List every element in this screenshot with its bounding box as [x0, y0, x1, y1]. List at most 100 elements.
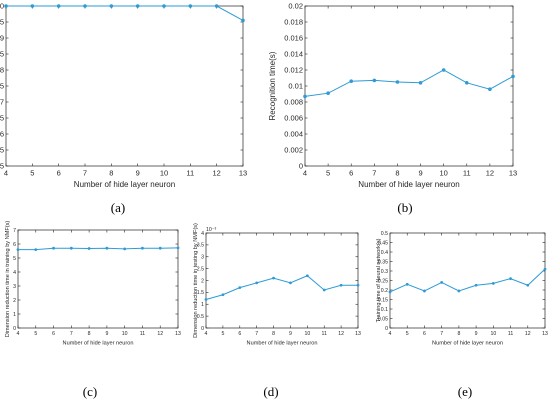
panel-caption: (d): [263, 384, 278, 399]
y-tick-label: 0.008: [284, 98, 303, 107]
data-point: [56, 4, 61, 8]
data-point: [221, 293, 225, 297]
y-exponent-label: 10⁻³: [206, 227, 217, 233]
panel-caption: (c): [83, 384, 97, 399]
data-point: [303, 94, 307, 99]
data-point: [441, 68, 446, 72]
panel-b: 4 5 6 7 8 9 10 11 12 13 0 0.002 0.004 0.006 0.008 0.01 0…: [268, 2, 517, 215]
data-point: [372, 78, 377, 83]
y-tick-label: 99: [0, 34, 4, 43]
data-point: [289, 281, 292, 285]
x-tick-label: 7: [440, 331, 443, 337]
data-point: [162, 4, 166, 8]
x-tick-label: 4: [17, 331, 20, 337]
data-point: [109, 4, 114, 8]
series-line: [6, 5, 244, 21]
y-tick-label: 2: [201, 278, 204, 284]
y-tick-label: 0.014: [284, 50, 303, 59]
x-tick-label: 7: [70, 331, 73, 337]
y-tick-label: 98: [0, 66, 4, 75]
y-tick-label: 0.1: [381, 307, 388, 313]
x-tick-label: 11: [186, 169, 194, 178]
x-tick-label: 13: [509, 169, 517, 178]
y-axis-label: Dimension reduction time in testing by N…: [193, 223, 199, 338]
data-point: [105, 246, 109, 250]
x-tick-label: 13: [355, 331, 361, 337]
y-tick-label: 5: [13, 256, 16, 262]
x-tick-label: 10: [439, 169, 447, 178]
panel-d: 4 5 6 7 8 9 10 11 12 1300.511.522.533.5410⁻³Numbe…: [193, 223, 361, 399]
x-tick-label: 8: [88, 331, 91, 337]
y-tick-label: 0.3: [381, 269, 388, 275]
series-line: [18, 247, 179, 251]
data-point: [176, 246, 180, 250]
x-tick-label: 7: [83, 169, 87, 178]
data-point: [188, 4, 193, 8]
data-point: [255, 281, 259, 285]
data-point: [440, 281, 444, 284]
x-tick-label: 13: [239, 169, 247, 178]
y-tick-label: 0.018: [284, 18, 303, 27]
x-tick-label: 9: [475, 331, 478, 337]
x-tick-label: 4: [205, 331, 208, 337]
y-tick-label: 98.5: [0, 50, 4, 59]
data-point: [509, 277, 512, 280]
x-axis-label: Number of hide layer neuron: [358, 180, 459, 189]
data-point: [83, 4, 87, 8]
series-line: [304, 69, 514, 97]
data-point: [388, 290, 392, 294]
x-tick-label: 11: [463, 169, 471, 178]
x-axis-label: Number of hide layer neuron: [63, 340, 134, 346]
x-tick-label: 11: [508, 331, 513, 337]
data-point: [158, 246, 162, 250]
panel-caption: (b): [397, 200, 412, 215]
y-tick-label: 0.2: [381, 288, 388, 294]
x-tick-label: 12: [486, 169, 494, 178]
y-tick-label: 96.5: [0, 114, 4, 123]
x-tick-label: 5: [326, 169, 330, 178]
y-tick-label: 0.004: [284, 130, 303, 139]
y-tick-label: 2.5: [197, 266, 204, 272]
y-tick-label: 96: [0, 130, 4, 139]
x-tick-label: 7: [255, 331, 258, 337]
y-tick-label: 7: [13, 228, 16, 234]
data-point: [34, 248, 38, 252]
y-axis-label: Training time of Neural network(s): [376, 238, 382, 322]
y-tick-label: 95: [0, 162, 4, 171]
x-tick-label: 12: [525, 331, 531, 337]
data-point: [543, 267, 547, 271]
x-tick-label: 7: [372, 169, 376, 178]
data-point: [204, 298, 208, 301]
x-axis-label: Number of hide layer neuron: [432, 340, 503, 346]
data-point: [123, 247, 127, 251]
data-point: [339, 283, 343, 287]
data-point: [423, 289, 426, 293]
y-tick-label: 99.5: [0, 18, 4, 27]
y-tick-label: 0.25: [378, 278, 388, 284]
series-line: [389, 268, 546, 293]
plot-area: [304, 5, 514, 167]
x-tick-label: 10: [490, 331, 496, 337]
data-point: [30, 4, 35, 8]
y-tick-label: 0.4: [381, 250, 388, 256]
data-point: [356, 283, 360, 287]
x-tick-label: 11: [140, 331, 145, 337]
x-tick-label: 11: [322, 331, 327, 337]
series-line: [205, 275, 358, 300]
y-tick-label: 0.15: [378, 297, 388, 303]
x-tick-label: 6: [52, 331, 55, 337]
y-tick-label: 4: [13, 270, 16, 276]
x-tick-label: 6: [57, 169, 61, 178]
y-tick-label: 0.016: [284, 34, 303, 43]
data-point: [488, 87, 492, 91]
data-point: [526, 283, 530, 287]
x-tick-label: 5: [406, 331, 409, 337]
y-tick-label: 0.5: [197, 314, 204, 320]
y-tick-label: 0.01: [288, 82, 303, 91]
data-point: [464, 81, 469, 85]
x-tick-label: 5: [34, 331, 37, 337]
y-tick-label: 1: [13, 312, 16, 318]
x-tick-label: 8: [457, 331, 460, 337]
x-tick-label: 13: [542, 331, 548, 337]
